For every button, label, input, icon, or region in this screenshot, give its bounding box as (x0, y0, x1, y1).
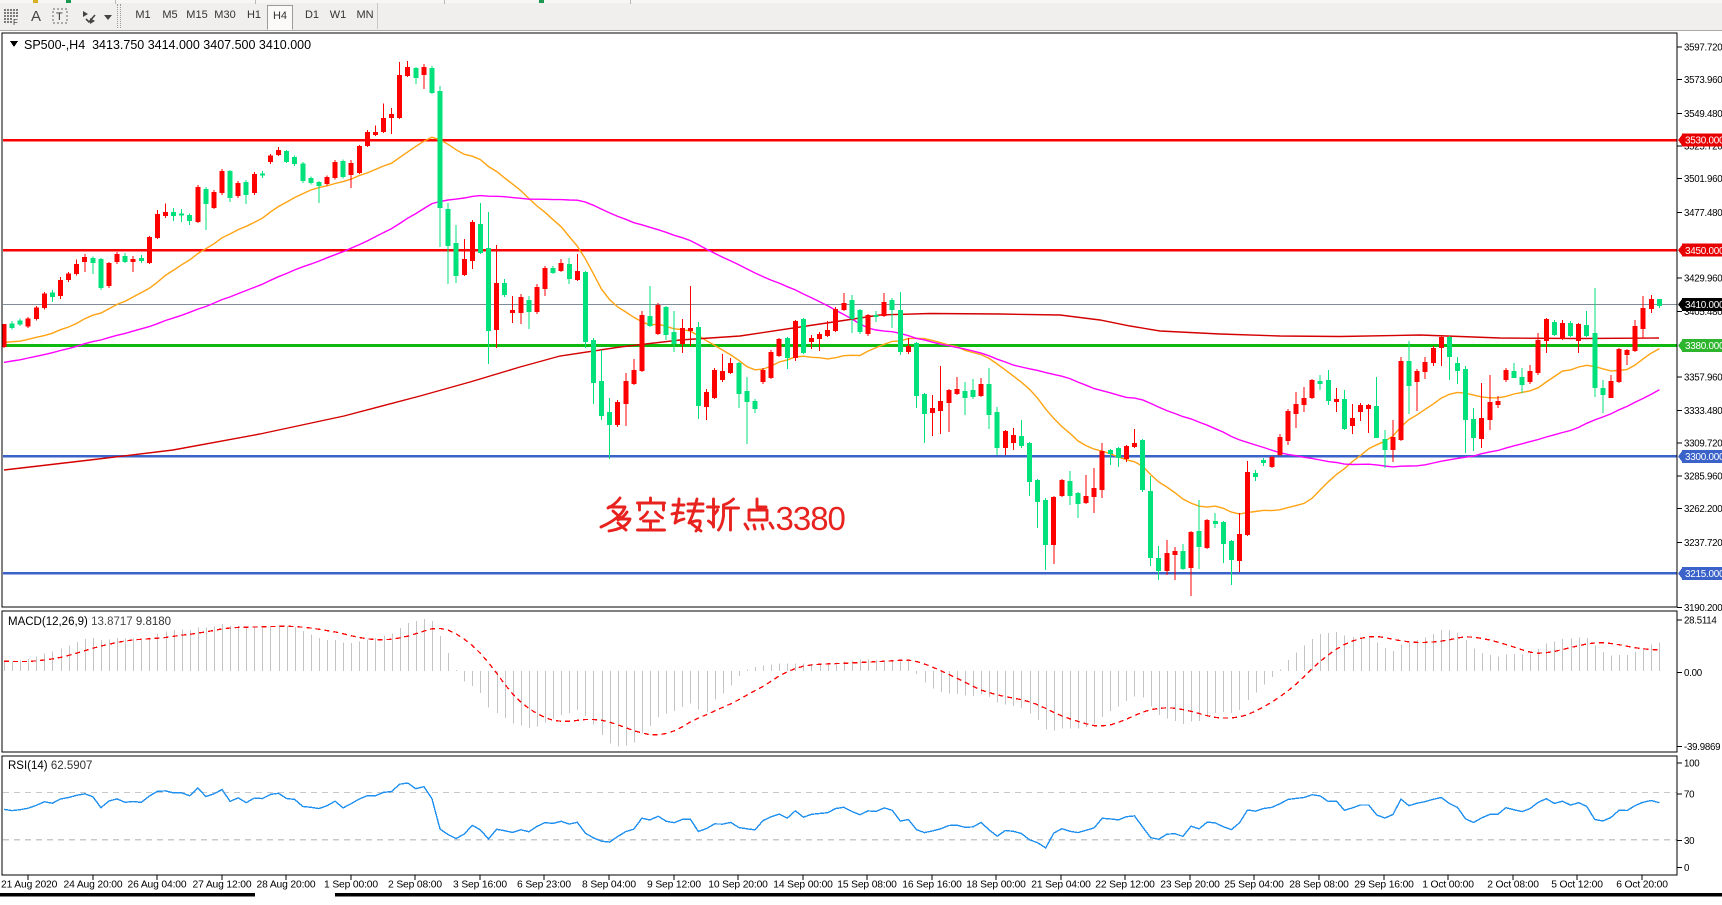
svg-text:8 Sep 04:00: 8 Sep 04:00 (582, 880, 636, 891)
svg-text:30: 30 (1684, 836, 1695, 847)
svg-text:3309.720: 3309.720 (1684, 439, 1722, 450)
svg-text:24 Aug 20:00: 24 Aug 20:00 (64, 880, 123, 891)
svg-text:26 Aug 04:00: 26 Aug 04:00 (128, 880, 187, 891)
svg-text:3190.200: 3190.200 (1684, 603, 1722, 614)
svg-text:3597.720: 3597.720 (1684, 42, 1722, 53)
svg-text:23 Sep 20:00: 23 Sep 20:00 (1160, 880, 1220, 891)
svg-text:3450.000: 3450.000 (1685, 246, 1722, 257)
svg-text:3477.480: 3477.480 (1684, 208, 1722, 219)
svg-text:21 Aug 2020: 21 Aug 2020 (1, 880, 58, 891)
svg-text:6 Oct 20:00: 6 Oct 20:00 (1616, 880, 1668, 891)
svg-text:28.5114: 28.5114 (1684, 616, 1717, 627)
svg-text:3262.200: 3262.200 (1684, 504, 1722, 515)
svg-text:RSI(14) 62.5907: RSI(14) 62.5907 (8, 760, 92, 772)
svg-text:3525.720: 3525.720 (1684, 142, 1722, 153)
svg-text:-39.9869: -39.9869 (1684, 742, 1720, 753)
svg-text:3285.960: 3285.960 (1684, 471, 1722, 482)
svg-text:100: 100 (1684, 759, 1700, 770)
svg-text:3357.960: 3357.960 (1684, 372, 1722, 383)
svg-text:1 Oct 00:00: 1 Oct 00:00 (1422, 880, 1474, 891)
svg-text:3429.960: 3429.960 (1684, 273, 1722, 284)
svg-text:2 Sep 08:00: 2 Sep 08:00 (388, 880, 442, 891)
svg-text:0: 0 (1684, 863, 1690, 874)
svg-text:9 Sep 12:00: 9 Sep 12:00 (647, 880, 701, 891)
svg-text:3501.960: 3501.960 (1684, 174, 1722, 185)
svg-text:10 Sep 20:00: 10 Sep 20:00 (708, 880, 768, 891)
svg-text:5 Oct 12:00: 5 Oct 12:00 (1551, 880, 1603, 891)
svg-text:0.00: 0.00 (1684, 668, 1703, 679)
svg-text:T: T (56, 11, 63, 23)
svg-text:28 Aug 20:00: 28 Aug 20:00 (257, 880, 316, 891)
svg-text:3 Sep 16:00: 3 Sep 16:00 (453, 880, 507, 891)
svg-text:F: F (13, 18, 18, 27)
svg-text:3410.000: 3410.000 (1685, 300, 1722, 311)
svg-text:3380: 3380 (776, 500, 846, 537)
svg-text:22 Sep 12:00: 22 Sep 12:00 (1095, 880, 1155, 891)
svg-text:18 Sep 00:00: 18 Sep 00:00 (966, 880, 1026, 891)
svg-text:70: 70 (1684, 790, 1695, 801)
svg-text:28 Sep 08:00: 28 Sep 08:00 (1289, 880, 1349, 891)
svg-text:3405.480: 3405.480 (1684, 307, 1722, 318)
svg-text:14 Sep 00:00: 14 Sep 00:00 (773, 880, 833, 891)
svg-text:16 Sep 16:00: 16 Sep 16:00 (902, 880, 962, 891)
svg-text:15 Sep 08:00: 15 Sep 08:00 (837, 880, 897, 891)
svg-text:3215.000: 3215.000 (1685, 569, 1722, 580)
svg-text:3333.480: 3333.480 (1684, 406, 1722, 417)
svg-text:3380.000: 3380.000 (1685, 341, 1722, 352)
svg-text:3549.480: 3549.480 (1684, 109, 1722, 120)
svg-text:1 Sep 00:00: 1 Sep 00:00 (324, 880, 378, 891)
svg-text:2 Oct 08:00: 2 Oct 08:00 (1487, 880, 1539, 891)
svg-text:27 Aug 12:00: 27 Aug 12:00 (193, 880, 252, 891)
svg-text:6 Sep 23:00: 6 Sep 23:00 (517, 880, 571, 891)
svg-text:3237.720: 3237.720 (1684, 538, 1722, 549)
svg-text:3573.960: 3573.960 (1684, 75, 1722, 86)
svg-text:21 Sep 04:00: 21 Sep 04:00 (1031, 880, 1091, 891)
svg-text:SP500-,H4 3413.750 3414.000 3: SP500-,H4 3413.750 3414.000 3407.500 341… (24, 38, 311, 52)
svg-text:29 Sep 16:00: 29 Sep 16:00 (1354, 880, 1414, 891)
svg-text:25 Sep 04:00: 25 Sep 04:00 (1224, 880, 1284, 891)
svg-text:3530.000: 3530.000 (1685, 136, 1722, 147)
svg-text:3300.000: 3300.000 (1685, 452, 1722, 463)
svg-text:MACD(12,26,9) 13.8717 9.8180: MACD(12,26,9) 13.8717 9.8180 (8, 616, 171, 628)
